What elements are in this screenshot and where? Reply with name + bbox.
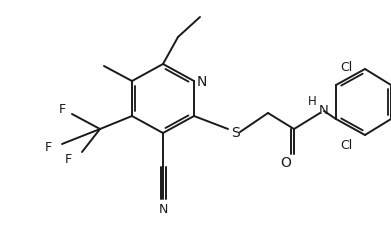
Text: F: F — [58, 103, 66, 116]
Text: Cl: Cl — [340, 139, 352, 152]
Text: S: S — [231, 125, 239, 139]
Text: F: F — [65, 153, 72, 166]
Text: N: N — [158, 203, 168, 216]
Text: F: F — [45, 141, 52, 154]
Text: N: N — [319, 104, 329, 117]
Text: Cl: Cl — [340, 61, 352, 74]
Text: H: H — [308, 94, 316, 108]
Text: O: O — [281, 155, 291, 169]
Text: N: N — [197, 75, 207, 89]
